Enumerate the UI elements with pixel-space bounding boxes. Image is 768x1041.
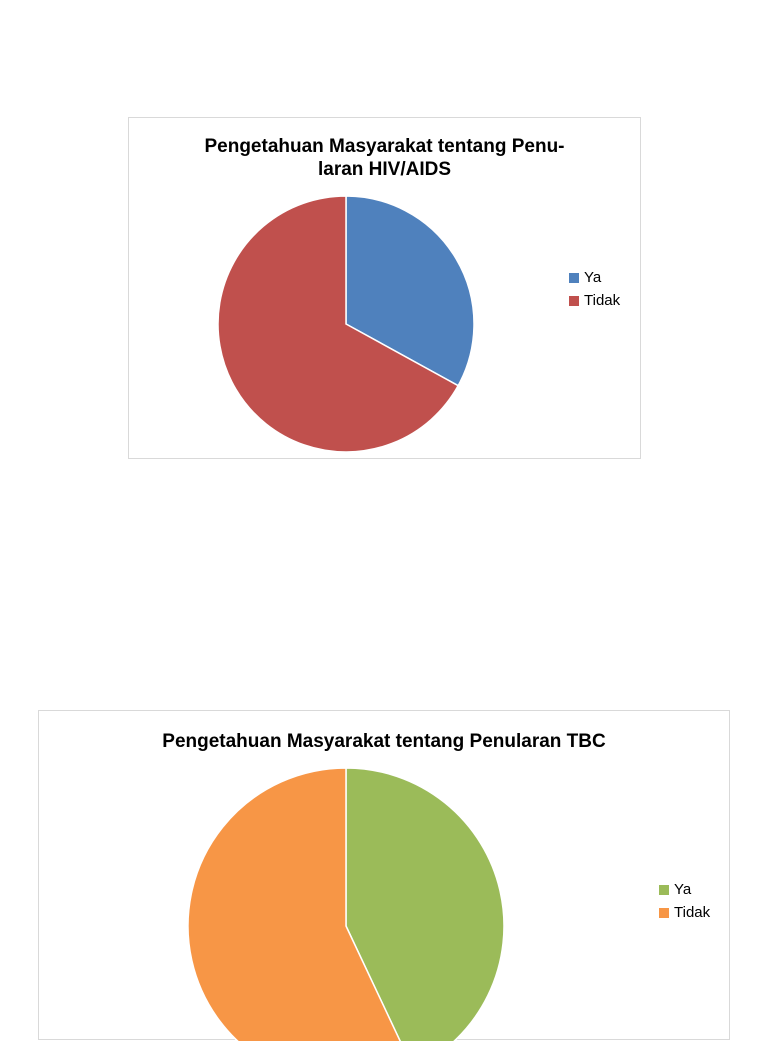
chart-hiv-aids: Pengetahuan Masyarakat tentang Penu- lar… (128, 117, 641, 459)
legend-swatch-tidak (569, 295, 579, 306)
pie-slice-tidak (217, 195, 460, 453)
legend-swatch-ya (659, 884, 669, 895)
legend: Ya Tidak (659, 878, 710, 924)
legend-item-ya: Ya (569, 266, 620, 289)
legend-swatch-tidak (659, 907, 669, 918)
legend-label-ya: Ya (674, 881, 692, 898)
chart-tbc: Pengetahuan Masyarakat tentang Penularan… (38, 710, 730, 1041)
legend-swatch-ya (569, 272, 579, 283)
legend-item-tidak: Tidak (569, 289, 620, 312)
legend-item-ya: Ya (659, 878, 710, 901)
chart-title: Pengetahuan Masyarakat tentang Penularan… (162, 731, 606, 752)
legend-label-tidak: Tidak (674, 904, 711, 921)
pie-slice-tidak (187, 767, 401, 1041)
legend: Ya Tidak (569, 266, 620, 312)
pie-chart-hiv-aids (217, 195, 475, 453)
legend-item-tidak: Tidak (659, 901, 710, 924)
pie-slice-ya (345, 195, 475, 387)
legend-label-tidak: Tidak (584, 292, 621, 309)
chart-title: Pengetahuan Masyarakat tentang Penu- lar… (204, 136, 565, 180)
pie-chart-tbc (187, 767, 505, 1041)
legend-label-ya: Ya (584, 269, 602, 286)
